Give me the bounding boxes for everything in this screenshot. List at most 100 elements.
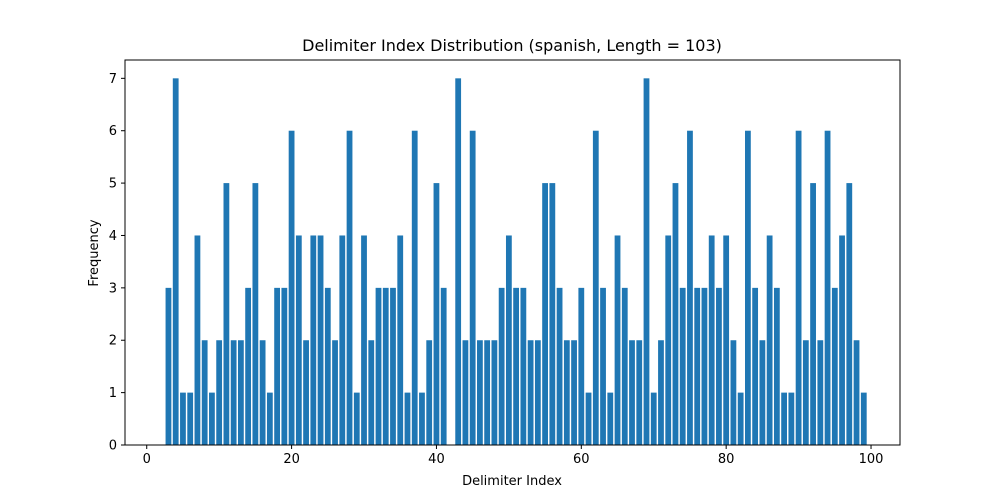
bar-4 — [172, 78, 179, 445]
bar-90 — [795, 130, 802, 445]
bar-15 — [252, 183, 259, 445]
x-tick-label: 60 — [573, 452, 590, 467]
y-tick-label: 2 — [109, 334, 117, 349]
bar-80 — [723, 235, 730, 445]
y-tick-label: 7 — [109, 72, 117, 87]
y-tick-label: 0 — [109, 439, 117, 454]
bar-5 — [180, 392, 186, 445]
bar-36 — [404, 392, 411, 445]
bar-63 — [600, 287, 606, 445]
bar-47 — [484, 340, 491, 445]
x-tick-label: 80 — [718, 452, 735, 467]
bar-28 — [346, 130, 353, 445]
bar-81 — [730, 340, 737, 445]
x-axis-ticks: 0 20 40 60 80 100 — [143, 445, 884, 467]
bar-70 — [650, 392, 657, 445]
bar-45 — [469, 130, 476, 445]
bar-38 — [419, 392, 425, 445]
bar-32 — [375, 287, 382, 445]
bar-33 — [382, 287, 389, 445]
x-axis-label: Delimiter Index — [462, 474, 562, 489]
bar-8 — [201, 340, 208, 445]
bar-24 — [317, 235, 324, 445]
bar-71 — [658, 340, 664, 445]
bar-18 — [274, 287, 280, 445]
bar-34 — [390, 287, 396, 445]
bar-35 — [397, 235, 404, 445]
bar-95 — [831, 287, 838, 445]
bar-39 — [426, 340, 433, 445]
bar-12 — [230, 340, 237, 445]
bar-69 — [643, 78, 650, 445]
bar-56 — [549, 183, 556, 445]
bar-16 — [259, 340, 266, 445]
bar-7 — [194, 235, 201, 445]
bar-3 — [165, 287, 172, 445]
bar-58 — [563, 340, 570, 445]
y-tick-label: 6 — [109, 124, 117, 139]
bar-91 — [802, 340, 809, 445]
bar-87 — [773, 287, 780, 445]
bar-40 — [433, 183, 440, 445]
bar-88 — [781, 392, 787, 445]
bar-67 — [629, 340, 635, 445]
bar-29 — [353, 392, 360, 445]
bar-78 — [708, 235, 715, 445]
bar-94 — [824, 130, 831, 445]
x-tick-label: 40 — [428, 452, 445, 467]
bar-23 — [310, 235, 317, 445]
bar-83 — [745, 130, 751, 445]
y-axis-label: Frequency — [87, 219, 102, 286]
bar-62 — [592, 130, 599, 445]
bar-48 — [491, 340, 498, 445]
bar-82 — [737, 392, 744, 445]
y-tick-label: 1 — [109, 386, 117, 401]
bar-43 — [455, 78, 462, 445]
bar-14 — [245, 287, 252, 445]
bar-55 — [542, 183, 548, 445]
bar-50 — [505, 235, 512, 445]
bar-92 — [810, 183, 816, 445]
bar-97 — [846, 183, 853, 445]
bar-26 — [332, 340, 338, 445]
bar-76 — [694, 287, 701, 445]
bar-98 — [853, 340, 860, 445]
bar-72 — [665, 235, 672, 445]
bar-65 — [614, 235, 621, 445]
bar-49 — [498, 287, 505, 445]
bar-54 — [534, 340, 541, 445]
bar-66 — [621, 287, 628, 445]
bar-30 — [361, 235, 367, 445]
y-axis-ticks: 0 1 2 3 4 5 6 7 — [109, 72, 125, 454]
bar-46 — [477, 340, 483, 445]
bar-31 — [368, 340, 375, 445]
bar-51 — [513, 287, 520, 445]
bar-93 — [817, 340, 824, 445]
bar-77 — [701, 287, 708, 445]
y-tick-label: 3 — [109, 281, 117, 296]
bar-13 — [237, 340, 244, 445]
y-tick-label: 5 — [109, 177, 117, 192]
bar-9 — [209, 392, 215, 445]
bar-86 — [766, 235, 773, 445]
bar-22 — [303, 340, 309, 445]
x-tick-label: 20 — [283, 452, 300, 467]
bar-27 — [339, 235, 346, 445]
bar-52 — [520, 287, 527, 445]
x-tick-label: 100 — [859, 452, 884, 467]
bar-53 — [527, 340, 534, 445]
x-tick-label: 0 — [143, 452, 151, 467]
bar-96 — [839, 235, 845, 445]
bar-64 — [607, 392, 614, 445]
bar-20 — [288, 130, 295, 445]
bar-21 — [295, 235, 302, 445]
bar-84 — [752, 287, 759, 445]
bar-61 — [585, 392, 592, 445]
bar-85 — [759, 340, 766, 445]
bar-89 — [788, 392, 795, 445]
bar-68 — [636, 340, 643, 445]
bar-41 — [440, 287, 447, 445]
bar-11 — [223, 183, 230, 445]
